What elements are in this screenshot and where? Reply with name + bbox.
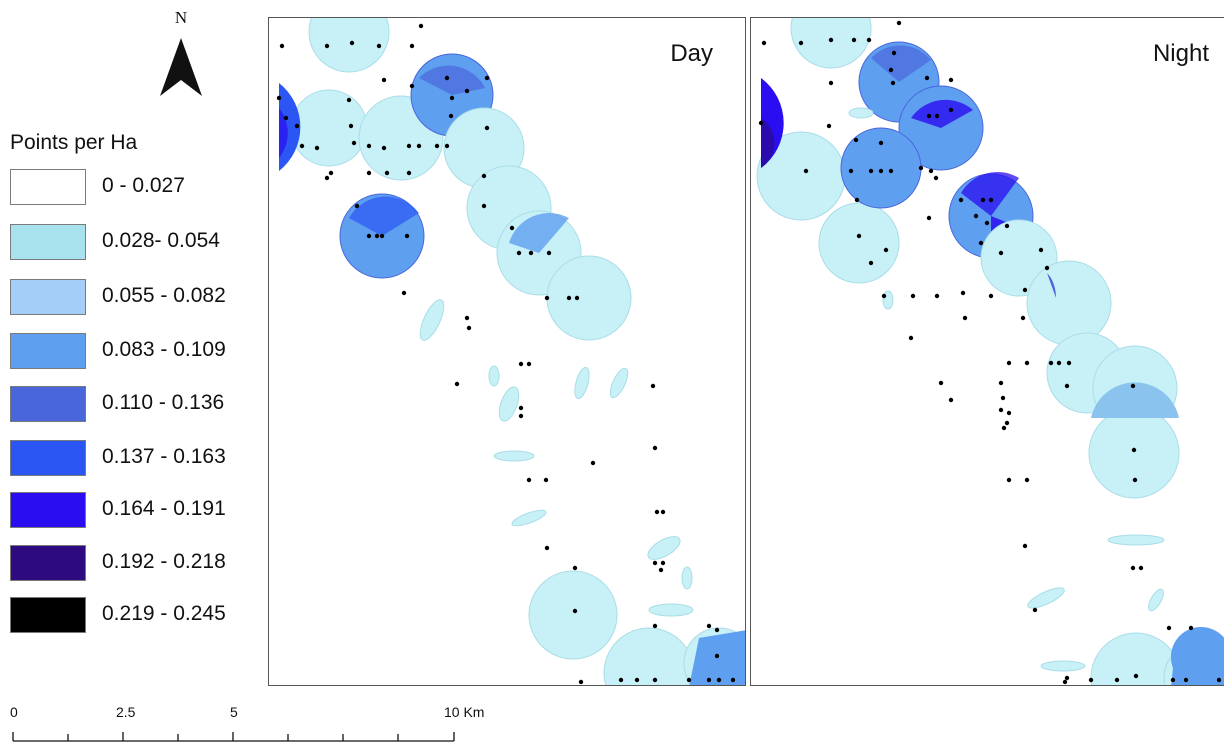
legend-item: 0.137 - 0.163 [10, 440, 260, 478]
day-map-canvas [276, 18, 745, 685]
observation-points [758, 20, 1222, 685]
legend-item: 0.164 - 0.191 [10, 492, 260, 530]
legend-label: 0 - 0.027 [102, 174, 185, 197]
legend-label: 0.137 - 0.163 [102, 445, 226, 468]
legend-title: Points per Ha [10, 131, 138, 154]
legend-label: 0.055 - 0.082 [102, 284, 226, 307]
legend-item: 0 - 0.027 [10, 169, 260, 207]
density-circles [756, 18, 1224, 685]
legend-label: 0.028- 0.054 [102, 229, 220, 252]
scale-label-10: 10 Km [444, 704, 485, 720]
observation-points [276, 23, 736, 685]
legend-swatch [10, 492, 86, 528]
legend-swatch [10, 224, 86, 260]
legend-label: 0.110 - 0.136 [102, 391, 225, 414]
day-map-panel[interactable]: Day [268, 17, 746, 686]
night-map-canvas [756, 18, 1224, 685]
legend-swatch [10, 279, 86, 315]
legend-item: 0.083 - 0.109 [10, 333, 260, 371]
legend-label: 0.192 - 0.218 [102, 550, 226, 573]
day-panel-title: Day [670, 40, 713, 67]
legend-label: 0.219 - 0.245 [102, 602, 226, 625]
north-arrow: N [158, 8, 204, 104]
legend-item: 0.192 - 0.218 [10, 545, 260, 583]
night-panel-title: Night [1152, 40, 1209, 67]
legend-swatch [10, 386, 86, 422]
scale-label-2-5: 2.5 [116, 704, 136, 720]
scale-label-5: 5 [230, 704, 238, 720]
density-circles [279, 18, 745, 685]
legend-swatch [10, 597, 86, 633]
legend-swatch [10, 169, 86, 205]
scale-bar: 0 2.5 5 10 Km [10, 704, 484, 744]
legend-item: 0.055 - 0.082 [10, 279, 260, 317]
scale-label-0: 0 [10, 704, 18, 720]
legend-label: 0.083 - 0.109 [102, 338, 226, 361]
legend-swatch [10, 545, 86, 581]
legend-item: 0.110 - 0.136 [10, 386, 260, 424]
legend-item: 0.219 - 0.245 [10, 597, 260, 635]
scale-bar-ruler [12, 732, 455, 742]
legend-label: 0.164 - 0.191 [102, 497, 226, 520]
night-map-panel[interactable]: Night [750, 17, 1224, 686]
legend-swatch [10, 333, 86, 369]
legend-item: 0.028- 0.054 [10, 224, 260, 262]
legend-swatch [10, 440, 86, 476]
density-lenses [419, 299, 694, 617]
north-arrow-icon [160, 38, 202, 96]
north-label: N [174, 8, 188, 27]
